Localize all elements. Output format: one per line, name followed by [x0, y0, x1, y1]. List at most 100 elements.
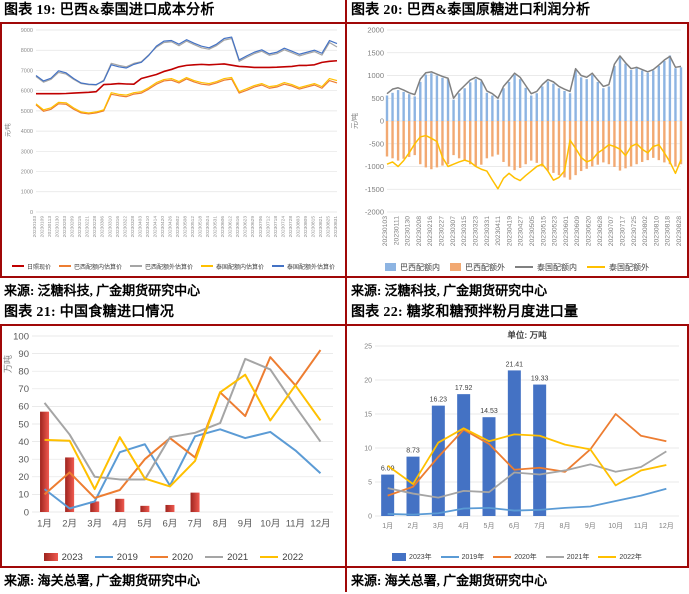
chart-21-title: 图表 21: 中国食糖进口情况 — [4, 305, 175, 320]
legend-label: 泰国配额内估算价 — [216, 264, 265, 271]
legend-label: 巴西配额外 — [465, 262, 505, 272]
bottom-rule — [347, 276, 689, 278]
legend-label: 巴西配额内估算价 — [73, 264, 122, 271]
svg-text:4月: 4月 — [112, 519, 127, 530]
panel-chart-19: 图表 19: 巴西&泰国进口成本分析 0 1000 2000 3000 4000 5000… — [0, 0, 345, 302]
legend-item: 2023年 — [392, 552, 432, 562]
svg-text:20230209: 20230209 — [70, 216, 76, 238]
top-row: 图表 19: 巴西&泰国进口成本分析 0 1000 2000 3000 4000 5000… — [0, 0, 689, 302]
svg-text:500: 500 — [371, 94, 384, 103]
legend-line-swatch — [440, 556, 459, 558]
svg-text:20230307: 20230307 — [450, 216, 457, 246]
legend-line-swatch — [129, 265, 142, 267]
legend-line-swatch — [149, 556, 168, 558]
legend-label: 泰国配额内 — [537, 262, 577, 272]
svg-text:-500: -500 — [369, 139, 384, 148]
svg-text:10月: 10月 — [608, 522, 623, 530]
chart-21-source: 来源: 海关总署, 广金期货研究中心 — [4, 573, 201, 588]
legend-label: 日照现价 — [26, 264, 51, 271]
svg-text:20230328: 20230328 — [130, 216, 136, 238]
legend-line-swatch — [58, 265, 71, 267]
svg-text:20230725: 20230725 — [631, 216, 638, 246]
svg-text:20230612: 20230612 — [228, 216, 234, 238]
chart-19-svg: 0 1000 2000 3000 4000 5000 6000 7000 8000 9000 202… — [4, 28, 339, 238]
svg-text:3月: 3月 — [433, 522, 444, 530]
svg-text:90: 90 — [18, 349, 29, 360]
svg-text:20230323: 20230323 — [472, 216, 479, 246]
svg-text:20230505: 20230505 — [529, 216, 536, 246]
svg-text:20230717: 20230717 — [619, 216, 626, 246]
svg-text:9月: 9月 — [238, 519, 253, 530]
svg-text:20230728: 20230728 — [288, 216, 294, 238]
legend-label: 2020年 — [514, 554, 537, 561]
bottom-row: 图表 21: 中国食糖进口情况 0 10 20 30 40 50 60 70 80 90 100 1月… — [0, 302, 689, 592]
svg-text:20230216: 20230216 — [427, 216, 434, 246]
svg-text:20230508: 20230508 — [183, 216, 189, 238]
svg-text:4000: 4000 — [21, 129, 33, 135]
svg-text:1000: 1000 — [367, 71, 384, 80]
chart-19-source: 来源: 泛糖科技, 广金期货研究中心 — [4, 283, 201, 298]
legend-line-swatch — [493, 556, 512, 558]
chart-20-legend: 巴西配额内 巴西配额外 泰国配额内 泰国配额外 — [347, 258, 687, 276]
svg-text:20230620: 20230620 — [586, 216, 593, 246]
title-rule — [0, 22, 345, 24]
legend-line-swatch — [201, 265, 213, 267]
svg-text:6月: 6月 — [509, 522, 520, 530]
legend-item: 泰国配额内估算价 — [201, 262, 264, 271]
svg-text:14.53: 14.53 — [480, 408, 498, 415]
bottom-rule — [347, 566, 689, 568]
svg-text:20230109: 20230109 — [40, 216, 46, 238]
svg-text:7月: 7月 — [188, 519, 203, 530]
svg-text:25: 25 — [364, 343, 372, 350]
svg-text:12月: 12月 — [310, 519, 330, 530]
legend-bar-swatch — [43, 553, 58, 561]
svg-text:10: 10 — [18, 490, 29, 501]
svg-text:元/吨: 元/吨 — [4, 123, 12, 137]
svg-text:20230810: 20230810 — [653, 216, 660, 246]
svg-text:5月: 5月 — [137, 519, 152, 530]
svg-text:19.33: 19.33 — [531, 376, 549, 383]
svg-text:-1000: -1000 — [365, 162, 384, 171]
svg-text:20230306: 20230306 — [100, 216, 106, 238]
svg-text:0: 0 — [24, 507, 29, 518]
svg-text:8.73: 8.73 — [406, 448, 420, 455]
svg-text:万吨: 万吨 — [2, 355, 13, 373]
svg-text:20230426: 20230426 — [167, 216, 173, 238]
svg-text:20230414: 20230414 — [152, 216, 158, 238]
svg-text:8月: 8月 — [213, 519, 228, 530]
svg-text:20230130: 20230130 — [55, 216, 61, 238]
panel-chart-22: 图表 22: 糖浆和糖预拌粉月度进口量 0 5 10 15 20 25 6.09 8.73 16… — [345, 302, 689, 592]
svg-text:1月: 1月 — [382, 522, 393, 530]
legend-bar-swatch — [392, 553, 407, 561]
svg-text:8月: 8月 — [560, 522, 571, 530]
svg-text:20230322: 20230322 — [122, 216, 128, 238]
svg-text:2000: 2000 — [21, 169, 33, 175]
svg-text:20230623: 20230623 — [243, 216, 249, 238]
svg-text:20230111: 20230111 — [393, 216, 400, 245]
svg-text:20230403: 20230403 — [137, 216, 143, 238]
svg-text:21.41: 21.41 — [506, 361, 524, 368]
legend-label: 2019 — [116, 551, 138, 563]
legend-item: 泰国配额外 — [587, 262, 649, 273]
svg-text:20230427: 20230427 — [518, 216, 525, 246]
svg-text:20230215: 20230215 — [77, 216, 83, 238]
svg-text:12月: 12月 — [659, 522, 674, 530]
svg-text:单位: 万吨: 单位: 万吨 — [507, 330, 547, 340]
svg-text:20230103: 20230103 — [382, 216, 389, 246]
legend-line-swatch — [515, 266, 533, 268]
svg-text:10: 10 — [364, 445, 372, 452]
legend-bar-swatch — [450, 263, 461, 271]
legend-line-swatch — [11, 265, 24, 267]
svg-text:20230828: 20230828 — [676, 216, 683, 246]
svg-text:16.23: 16.23 — [430, 397, 448, 404]
svg-text:20230706: 20230706 — [258, 216, 264, 238]
legend-item: 巴西配额外 — [450, 262, 505, 273]
legend-label: 2023 — [61, 551, 83, 563]
svg-text:20230609: 20230609 — [574, 216, 581, 246]
svg-text:20230802: 20230802 — [642, 216, 649, 246]
legend-item: 2022 — [260, 552, 303, 563]
chart-20-box: -2000 -1500 -1000 -500 0 500 1000 1500 2000 20230… — [347, 24, 689, 276]
legend-line-swatch — [545, 556, 564, 558]
svg-text:2月: 2月 — [62, 519, 77, 530]
